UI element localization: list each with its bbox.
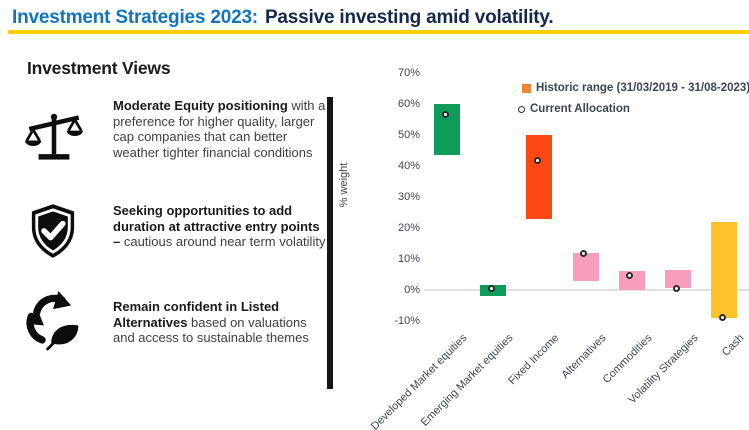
vertical-divider-bar xyxy=(327,97,333,389)
current-allocation-marker-icon xyxy=(518,105,525,113)
y-tick-label: 50% xyxy=(397,129,420,141)
view-item-equity-rest: with a preference for higher quality, la… xyxy=(113,98,326,160)
shield-check-icon xyxy=(27,202,79,265)
y-tick-label: 10% xyxy=(397,253,420,265)
legend-historic-range: Historic range (31/03/2019 - 31/08-2023) xyxy=(522,82,749,94)
view-item-alternatives-bold: Remain confident in Listed Alternatives xyxy=(113,299,280,330)
recycle-leaf-icon xyxy=(24,289,82,356)
historic-range-bar xyxy=(572,252,599,281)
y-tick-label: 70% xyxy=(397,67,420,79)
view-item-equity-bold: Moderate Equity positioning xyxy=(113,98,288,113)
balance-scale-icon xyxy=(25,104,83,173)
category-label: Developed Market equities xyxy=(368,332,470,430)
y-tick-label: 30% xyxy=(397,191,420,203)
view-item-duration-rest: cautious around near term volatility xyxy=(120,234,326,249)
historic-range-bar xyxy=(711,221,738,318)
zero-gridline xyxy=(424,289,749,291)
legend-current-allocation: Current Allocation xyxy=(518,103,630,115)
section-heading: Investment Views xyxy=(27,58,171,78)
page-title-highlight: Investment Strategies 2023: xyxy=(12,7,258,28)
page-title-rest: Passive investing amid volatility. xyxy=(264,7,554,28)
view-item-alternatives-rest: based on valuations and access to sustai… xyxy=(113,314,309,346)
view-item-duration-bold: Seeking opportunities to add duration at… xyxy=(113,203,320,249)
current-allocation-marker xyxy=(718,313,726,321)
view-item-equity: Moderate Equity positioning with a prefe… xyxy=(113,98,329,160)
current-allocation-marker xyxy=(580,250,588,258)
view-item-duration: Seeking opportunities to add duration at… xyxy=(113,203,329,250)
current-allocation-marker xyxy=(626,272,634,280)
view-item-alternatives: Remain confident in Listed Alternatives … xyxy=(113,299,329,346)
current-allocation-marker xyxy=(487,284,495,292)
historic-range-bar xyxy=(665,269,691,289)
y-tick-label: 0% xyxy=(404,284,420,296)
yellow-divider-rule xyxy=(8,30,749,34)
y-tick-label: 60% xyxy=(397,98,420,110)
legend-historic-label: Historic range (31/03/2019 - 31/08-2023) xyxy=(536,82,749,94)
y-axis-title: % weight xyxy=(338,162,350,208)
historic-range-bar xyxy=(526,135,553,219)
y-tick-label: -10% xyxy=(394,315,420,327)
historic-range-bar xyxy=(618,271,645,290)
legend-current-label: Current Allocation xyxy=(530,103,630,115)
page-title: Investment Strategies 2023: Passive inves… xyxy=(12,7,554,29)
y-tick-label: 40% xyxy=(397,160,420,172)
y-tick-label: 20% xyxy=(397,222,420,234)
current-allocation-marker xyxy=(533,157,541,165)
current-allocation-marker xyxy=(441,110,449,118)
historic-range-swatch-icon xyxy=(522,83,531,93)
current-allocation-marker xyxy=(672,284,680,292)
